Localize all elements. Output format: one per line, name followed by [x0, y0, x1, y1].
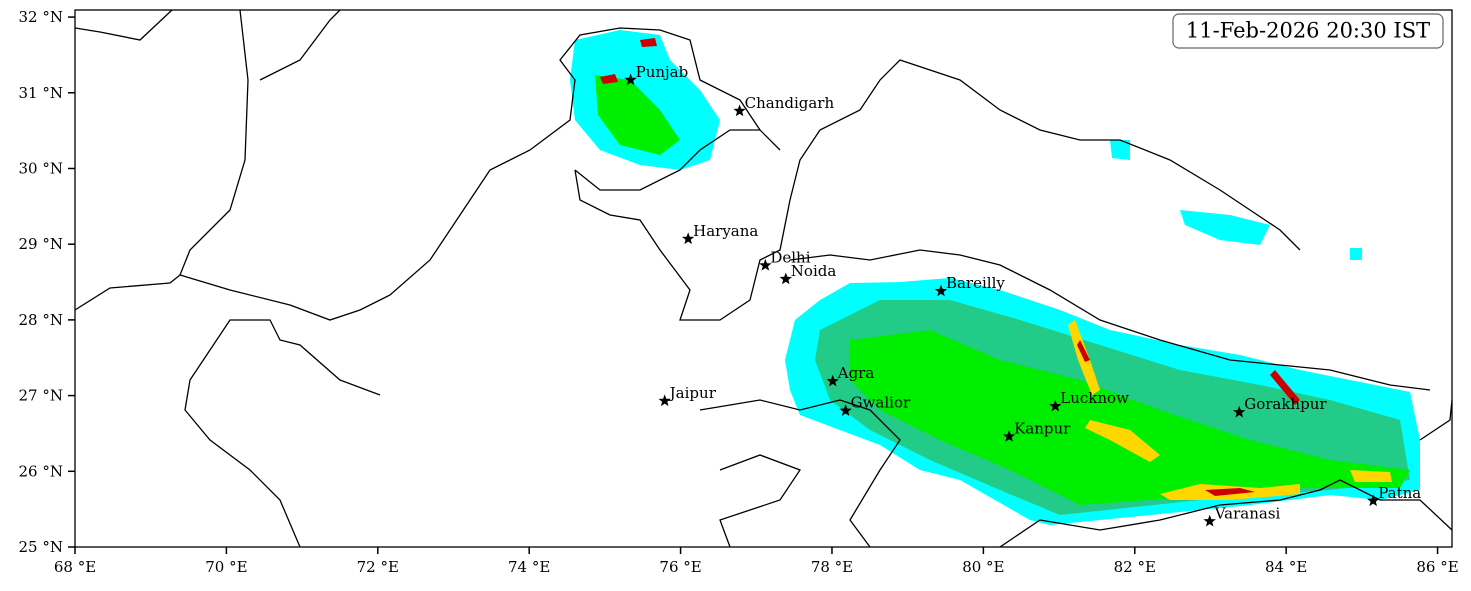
timestamp-box	[1172, 13, 1444, 49]
x-tick-label: 70 °E	[205, 558, 247, 576]
boundaries	[75, 10, 1452, 547]
x-tick-label: 84 °E	[1265, 558, 1307, 576]
city-marker	[624, 73, 637, 86]
city-label: Kanpur	[1014, 419, 1071, 437]
y-tick-label: 31 °N	[19, 84, 63, 102]
city-marker	[839, 404, 852, 416]
timestamp: 11-Feb-2026 20:30 IST	[1186, 19, 1430, 43]
city-label: Gorakhpur	[1244, 395, 1327, 413]
city-marker	[1203, 514, 1216, 527]
city-label: Bareilly	[946, 274, 1005, 292]
city-marker	[1002, 430, 1016, 442]
city-marker	[1049, 399, 1062, 412]
city-marker	[779, 272, 792, 285]
city-marker	[1367, 494, 1380, 507]
y-tick-label: 27 °N	[19, 387, 63, 405]
x-tick-label: 74 °E	[508, 558, 550, 576]
y-tick-label: 32 °N	[19, 8, 63, 26]
y-tick-label: 30 °N	[19, 159, 63, 177]
city-label: Lucknow	[1060, 389, 1129, 407]
city-label: Patna	[1378, 484, 1421, 502]
x-tick-label: 72 °E	[357, 558, 399, 576]
map-layers	[75, 10, 1452, 547]
city-marker	[1233, 405, 1246, 418]
city-label: Jaipur	[668, 384, 717, 402]
x-tick-label: 76 °E	[659, 558, 701, 576]
city-label: Agra	[837, 364, 875, 382]
y-tick-label: 25 °N	[19, 538, 63, 556]
x-tick-label: 68 °E	[54, 558, 96, 576]
city-marker	[658, 394, 671, 407]
city-label: Varanasi	[1214, 504, 1281, 522]
city-marker	[682, 232, 695, 245]
x-tick-label: 78 °E	[811, 558, 853, 576]
city-marker	[826, 374, 839, 387]
city-label: Gwalior	[851, 394, 911, 412]
x-tick-label: 86 °E	[1416, 558, 1458, 576]
x-tick-label: 82 °E	[1114, 558, 1156, 576]
city-label: Haryana	[693, 222, 758, 240]
city-marker	[934, 284, 948, 297]
city-marker	[733, 104, 746, 117]
y-tick-label: 29 °N	[19, 235, 63, 253]
y-tick-label: 26 °N	[19, 462, 63, 480]
rainfall	[570, 30, 1420, 525]
city-label: Noida	[791, 262, 837, 280]
x-tick-label: 80 °E	[962, 558, 1004, 576]
city-label: Punjab	[636, 63, 689, 81]
city-label: Delhi	[770, 248, 810, 266]
y-tick-label: 28 °N	[19, 311, 63, 329]
city-marker	[759, 258, 772, 271]
plot-frame	[74, 9, 1453, 548]
city-label: Chandigarh	[745, 94, 835, 112]
